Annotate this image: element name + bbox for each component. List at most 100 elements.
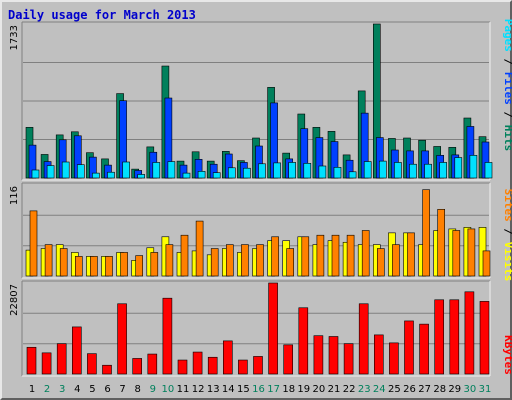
chart-title: Daily usage for March 2013 — [8, 8, 196, 22]
day-label: 21 — [328, 384, 341, 395]
day-label: 13 — [207, 384, 220, 395]
sites-bar — [331, 234, 340, 277]
sites-bar — [241, 244, 249, 277]
kbytes-bar — [207, 356, 218, 375]
sites-bar — [135, 255, 143, 277]
day-label: 22 — [343, 384, 356, 395]
sites-bar — [452, 230, 461, 277]
kbytes-bar — [404, 320, 414, 375]
kbytes-bar — [358, 303, 369, 375]
pages-bar — [303, 163, 312, 179]
day-label: 27 — [418, 384, 431, 395]
kbytes-bar — [177, 359, 188, 375]
pages-bar — [243, 167, 251, 179]
kbytes-bar — [253, 356, 263, 375]
kbytes-bar — [238, 359, 248, 375]
sites-bar — [120, 252, 128, 277]
pages-bar — [363, 161, 372, 179]
kbytes-bar — [434, 299, 445, 375]
day-label: 12 — [192, 384, 205, 395]
kbytes-bar — [479, 301, 490, 375]
legend-kbytes: KBytes — [502, 335, 512, 375]
kbytes-bar — [26, 346, 37, 375]
kbytes-bar — [102, 364, 112, 375]
sites-bar — [467, 228, 476, 277]
kbytes-bar — [87, 353, 97, 375]
day-label: 25 — [388, 384, 401, 395]
kbytes-bar — [223, 340, 233, 375]
pages-bar — [137, 174, 145, 179]
sites-bar — [376, 248, 385, 277]
sites-bar — [165, 244, 174, 277]
kbytes-bar — [283, 344, 294, 375]
day-label: 5 — [89, 384, 95, 395]
sites-bar — [105, 256, 113, 277]
day-label: 3 — [59, 384, 65, 395]
pages-bar — [454, 157, 463, 179]
day-label: 7 — [119, 384, 125, 395]
pages-bar — [182, 172, 191, 179]
pages-bar — [439, 162, 448, 179]
pages-bar — [122, 161, 130, 179]
day-label: 15 — [237, 384, 250, 395]
pages-bar — [212, 172, 221, 179]
sites-bar — [422, 189, 430, 277]
day-label: 1 — [29, 384, 35, 395]
pages-bar — [107, 171, 115, 179]
day-label: 17 — [267, 384, 280, 395]
day-label: 2 — [44, 384, 50, 395]
pages-bar — [424, 163, 432, 179]
kbytes-bar — [464, 291, 475, 375]
day-label: 23 — [358, 384, 371, 395]
sites-bar — [150, 252, 159, 277]
kbytes-bar — [162, 297, 173, 375]
kbytes-bar — [41, 352, 52, 375]
kbytes-bar — [117, 303, 127, 375]
kbytes-bar — [343, 343, 354, 375]
pages-bar — [318, 165, 327, 179]
day-label: 28 — [433, 384, 446, 395]
sites-bar — [226, 244, 234, 277]
kbytes-bar — [328, 336, 339, 375]
day-label: 30 — [464, 384, 477, 395]
sites-bar — [407, 232, 415, 277]
kbytes-bar — [192, 351, 203, 375]
kbytes-bar — [147, 353, 158, 375]
legend-hits: Hits — [502, 125, 512, 152]
legend-kbytes: KBytes — [502, 335, 512, 375]
sites-bar — [361, 230, 370, 277]
day-label: 20 — [313, 384, 326, 395]
day-label: 9 — [150, 384, 156, 395]
pages-bar — [484, 162, 493, 179]
sites-bar — [346, 234, 355, 277]
sites-bar — [195, 220, 204, 277]
day-label: 24 — [373, 384, 386, 395]
pages-bar — [394, 162, 402, 179]
day-label: 19 — [297, 384, 310, 395]
sites-bar — [90, 256, 98, 277]
legend-visits: Visits — [502, 242, 512, 282]
day-label: 6 — [104, 384, 110, 395]
pages-bar — [273, 162, 281, 179]
day-label: 31 — [479, 384, 492, 395]
sites-bar — [316, 234, 325, 277]
pages-bar — [469, 155, 478, 179]
pages-bar — [61, 161, 70, 179]
sites-bar — [210, 248, 219, 277]
pages-bar — [288, 162, 297, 179]
pages-bar — [197, 171, 206, 179]
pages-bar — [152, 162, 161, 179]
sites-bar — [180, 234, 189, 277]
sites-bar — [286, 248, 295, 277]
pages-bar — [31, 169, 40, 179]
day-label: 11 — [177, 384, 190, 395]
sites-bar — [392, 244, 400, 277]
kbytes-bar — [298, 307, 309, 375]
kbytes-bar — [268, 282, 278, 375]
sites-bar — [75, 256, 83, 277]
day-label: 16 — [252, 384, 265, 395]
sites-bar — [482, 250, 491, 277]
kbytes-bar — [449, 299, 460, 375]
sites-bar — [59, 248, 68, 277]
day-label: 4 — [74, 384, 80, 395]
